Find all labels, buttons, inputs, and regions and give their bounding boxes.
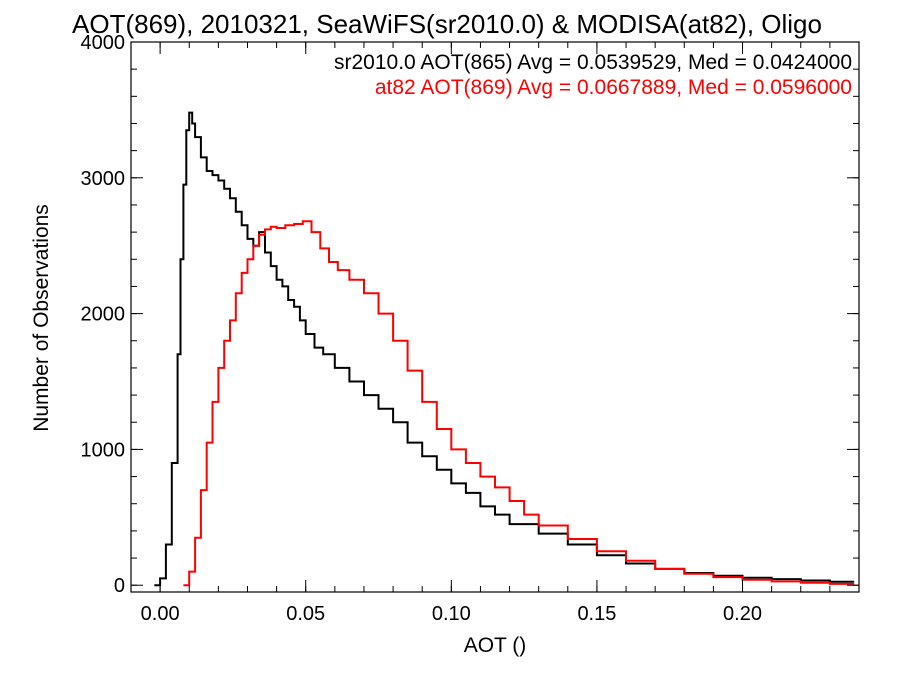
series-line-2 bbox=[183, 220, 855, 587]
y-tick-label: 4000 bbox=[81, 32, 126, 54]
series-line-1 bbox=[154, 111, 855, 587]
legend-entry-1: sr2010.0 AOT(865) Avg = 0.0539529, Med =… bbox=[334, 51, 852, 74]
x-tick-label: 0.10 bbox=[432, 603, 471, 625]
x-axis-label: AOT () bbox=[464, 634, 527, 657]
x-tick-label: 0.15 bbox=[577, 603, 616, 625]
legend-entry-2: at82 AOT(869) Avg = 0.0667889, Med = 0.0… bbox=[375, 76, 852, 99]
legend: sr2010.0 AOT(865) Avg = 0.0539529, Med =… bbox=[334, 51, 852, 99]
y-axis-label: Number of Observations bbox=[30, 204, 53, 432]
plot-series-group bbox=[154, 111, 855, 587]
plot-axes-group: 0.00 0.05 0.10 0.15 0.20 0 1000 2000 3000 4000 bbox=[81, 32, 860, 625]
chart-title: AOT(869), 2010321, SeaWiFS(sr2010.0) & M… bbox=[72, 9, 822, 39]
y-tick-label: 3000 bbox=[81, 168, 126, 190]
y-tick-label: 0 bbox=[114, 575, 125, 597]
x-tick-label: 0.05 bbox=[286, 603, 325, 625]
x-tick-label: 0.00 bbox=[141, 603, 180, 625]
y-tick-label: 1000 bbox=[81, 439, 126, 461]
plot-frame bbox=[130, 41, 860, 593]
x-tick-label: 0.20 bbox=[723, 603, 762, 625]
y-tick-label: 2000 bbox=[81, 304, 126, 326]
